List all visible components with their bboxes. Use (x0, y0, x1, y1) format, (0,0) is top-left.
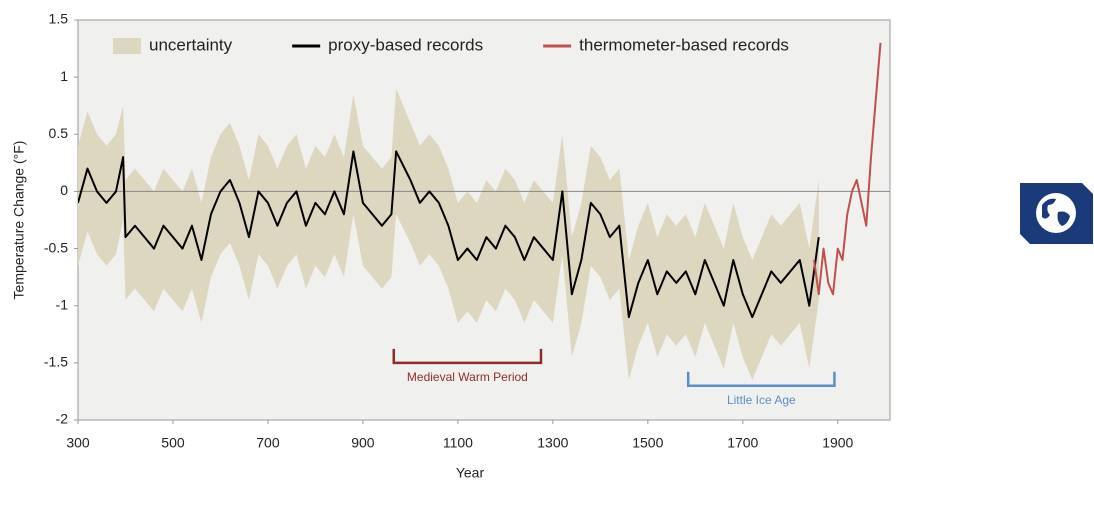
x-tick-label: 300 (66, 435, 90, 451)
legend-swatch (113, 38, 141, 54)
annotation-bracket (392, 348, 543, 365)
x-tick-label: 1900 (822, 435, 853, 451)
globe-icon[interactable] (1020, 183, 1093, 244)
annotation-label: Little Ice Age (727, 393, 796, 407)
y-tick-label: -1.5 (44, 354, 68, 370)
x-tick-label: 500 (161, 435, 185, 451)
legend-label: thermometer-based records (579, 35, 789, 54)
legend-label: uncertainty (149, 35, 233, 54)
y-tick-label: -0.5 (44, 239, 68, 255)
y-tick-label: 1 (60, 68, 68, 84)
legend-label: proxy-based records (328, 35, 483, 54)
annotation-bracket (686, 371, 836, 387)
y-tick-label: -2 (56, 411, 69, 427)
y-tick-label: 0.5 (49, 125, 69, 141)
x-axis-label: Year (456, 465, 485, 481)
y-tick-label: 0 (60, 182, 68, 198)
plot (78, 42, 890, 381)
y-tick-label: -1 (56, 296, 69, 312)
series-line (78, 150, 820, 319)
x-tick-label: 1500 (632, 435, 663, 451)
x-tick-label: 1300 (537, 435, 568, 451)
series-line (813, 42, 882, 296)
x-tick-label: 700 (256, 435, 280, 451)
annotation-label: Medieval Warm Period (407, 370, 528, 384)
uncertainty-band (78, 88, 819, 381)
x-tick-label: 900 (351, 435, 375, 451)
x-tick-label: 1100 (443, 435, 473, 451)
x-tick-label: 1700 (727, 435, 758, 451)
y-tick-label: 1.5 (49, 11, 69, 27)
y-axis-label: Temperature Change (°F) (11, 141, 27, 300)
